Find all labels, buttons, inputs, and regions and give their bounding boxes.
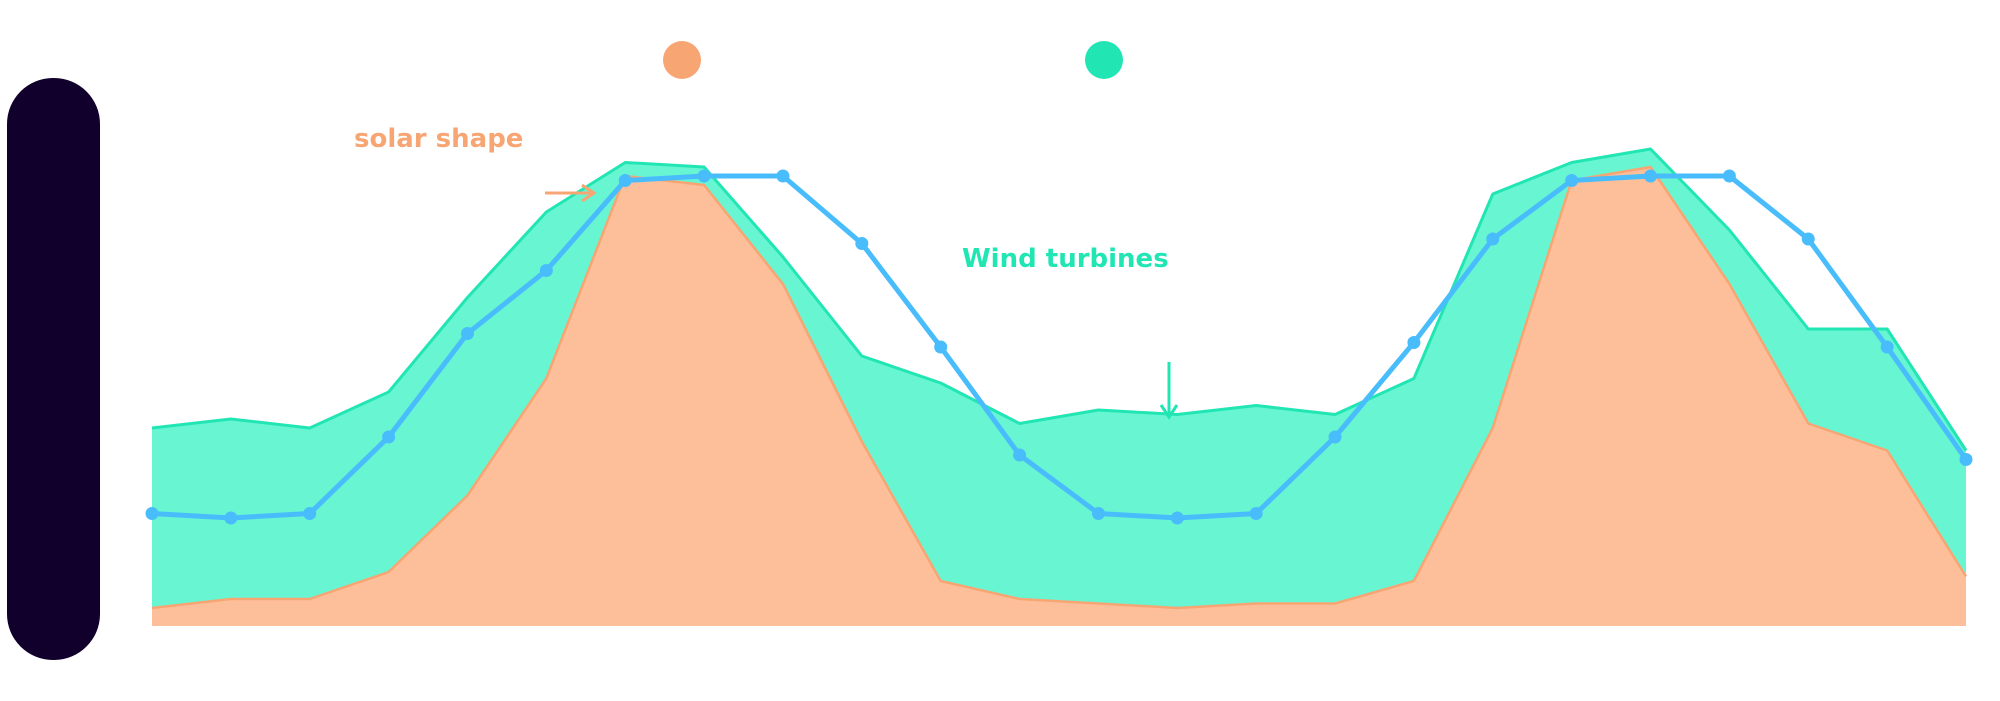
- demand-point: [145, 507, 159, 520]
- demand-point: [934, 340, 948, 354]
- legend-marker-solar: [663, 41, 701, 79]
- solar-top-line: [151, 165, 1968, 610]
- wind-turbines-label: Wind turbines: [962, 244, 1169, 274]
- solar-shape-label: solar shape: [354, 124, 523, 154]
- demand-point: [224, 511, 238, 525]
- demand-point: [1565, 174, 1579, 187]
- demand-point: [1407, 336, 1421, 349]
- demand-point: [303, 507, 317, 520]
- demand-point: [382, 430, 396, 444]
- demand-point: [1801, 232, 1815, 246]
- legend-marker-wind: [1085, 41, 1123, 79]
- demand-point: [855, 237, 869, 250]
- demand-point: [1170, 511, 1184, 525]
- demand-line-group: [145, 169, 1973, 525]
- left-dark-bar: [7, 78, 100, 660]
- demand-point: [1959, 453, 1973, 466]
- demand-point: [1013, 448, 1027, 462]
- demand-point: [1328, 430, 1342, 444]
- demand-point: [697, 169, 711, 183]
- wind-top-line: [151, 147, 1968, 452]
- wind-arrow-icon: [1159, 362, 1179, 420]
- demand-point: [539, 264, 553, 277]
- demand-point: [1644, 169, 1658, 183]
- demand-point: [1091, 507, 1105, 520]
- demand-point: [776, 169, 790, 183]
- demand-point: [1722, 169, 1736, 183]
- wind-area: [152, 149, 1966, 608]
- demand-point: [618, 174, 632, 187]
- solar-arrow-icon: [545, 183, 597, 203]
- demand-point: [1880, 340, 1894, 354]
- demand-point: [1249, 507, 1263, 520]
- solar-area: [152, 167, 1966, 626]
- stacked-areas: [151, 147, 1968, 626]
- demand-point: [1486, 232, 1500, 246]
- demand-point: [460, 327, 474, 340]
- demand-line: [151, 173, 1969, 521]
